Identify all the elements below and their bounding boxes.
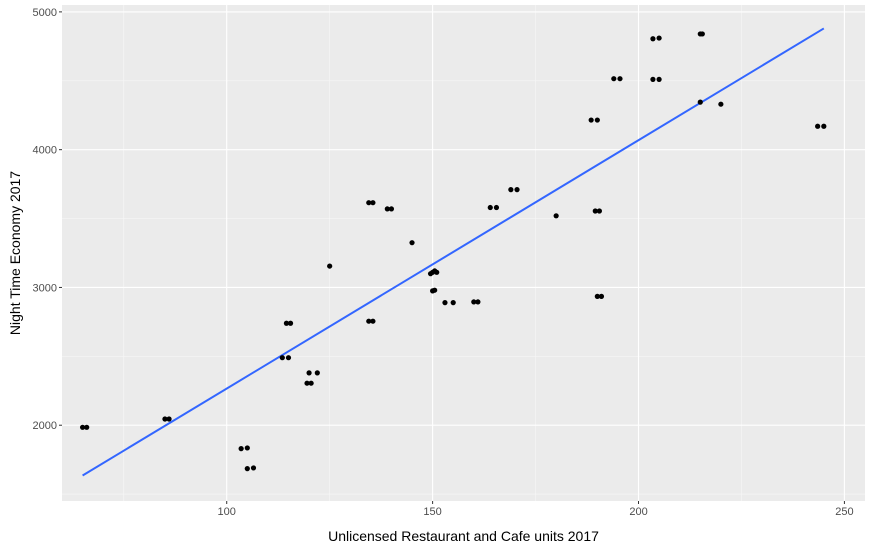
data-point (493, 204, 500, 211)
data-point (699, 31, 705, 37)
data-point (432, 287, 438, 293)
data-point (594, 117, 600, 123)
data-point (821, 123, 827, 129)
data-point (588, 117, 594, 123)
y-axis: 2000 3000 4000 5000 (33, 7, 62, 432)
data-point (279, 355, 285, 361)
y-tick-label: 3000 (33, 282, 57, 294)
data-point (250, 465, 257, 471)
x-tick-label: 150 (423, 506, 441, 518)
data-point (370, 318, 376, 324)
y-tick-label: 5000 (33, 7, 57, 19)
data-point (285, 355, 292, 361)
minor-gridlines (62, 5, 865, 501)
data-point (487, 204, 493, 211)
major-gridlines (62, 5, 865, 501)
data-point (592, 208, 598, 214)
data-point (327, 263, 333, 269)
y-axis-title: Night Time Economy 2017 (7, 171, 23, 335)
data-point (409, 240, 415, 246)
data-point (244, 466, 250, 472)
data-point (370, 200, 376, 206)
data-point (366, 200, 372, 206)
x-tick-label: 200 (629, 506, 647, 518)
data-point (508, 187, 514, 193)
data-point (514, 187, 520, 193)
data-point (84, 424, 90, 430)
data-points (79, 31, 827, 472)
data-point (79, 424, 86, 430)
x-tick-label: 250 (835, 506, 853, 518)
data-point (308, 380, 314, 386)
data-point (471, 299, 477, 305)
y-tick-label: 4000 (33, 145, 57, 157)
data-point (656, 35, 662, 41)
x-tick-label: 100 (218, 506, 236, 518)
x-axis-title: Unlicensed Restaurant and Cafe units 201… (328, 528, 599, 544)
data-point (553, 213, 559, 219)
data-point (306, 370, 312, 376)
data-point (697, 99, 703, 105)
data-point (450, 300, 456, 306)
data-point (283, 320, 290, 326)
data-point (238, 446, 244, 452)
data-point (611, 76, 617, 82)
data-point (815, 123, 821, 129)
data-point (366, 318, 372, 324)
data-point (287, 320, 294, 326)
data-point (617, 76, 623, 82)
data-point (718, 101, 724, 107)
data-point (434, 269, 440, 275)
data-point (384, 206, 390, 212)
data-point (166, 416, 172, 422)
x-axis: 100 150 200 250 (218, 501, 854, 518)
data-point (388, 206, 395, 212)
data-point (650, 36, 656, 42)
data-point (598, 293, 605, 299)
data-point (162, 416, 168, 422)
data-point (596, 208, 602, 214)
y-tick-label: 2000 (33, 420, 57, 432)
data-point (594, 293, 600, 299)
data-point (314, 370, 320, 376)
data-point (475, 299, 481, 305)
plot-panel (62, 5, 865, 501)
data-point (244, 445, 250, 451)
data-point (650, 76, 656, 82)
data-point (656, 76, 662, 82)
data-point (304, 380, 310, 386)
data-point (442, 300, 448, 306)
